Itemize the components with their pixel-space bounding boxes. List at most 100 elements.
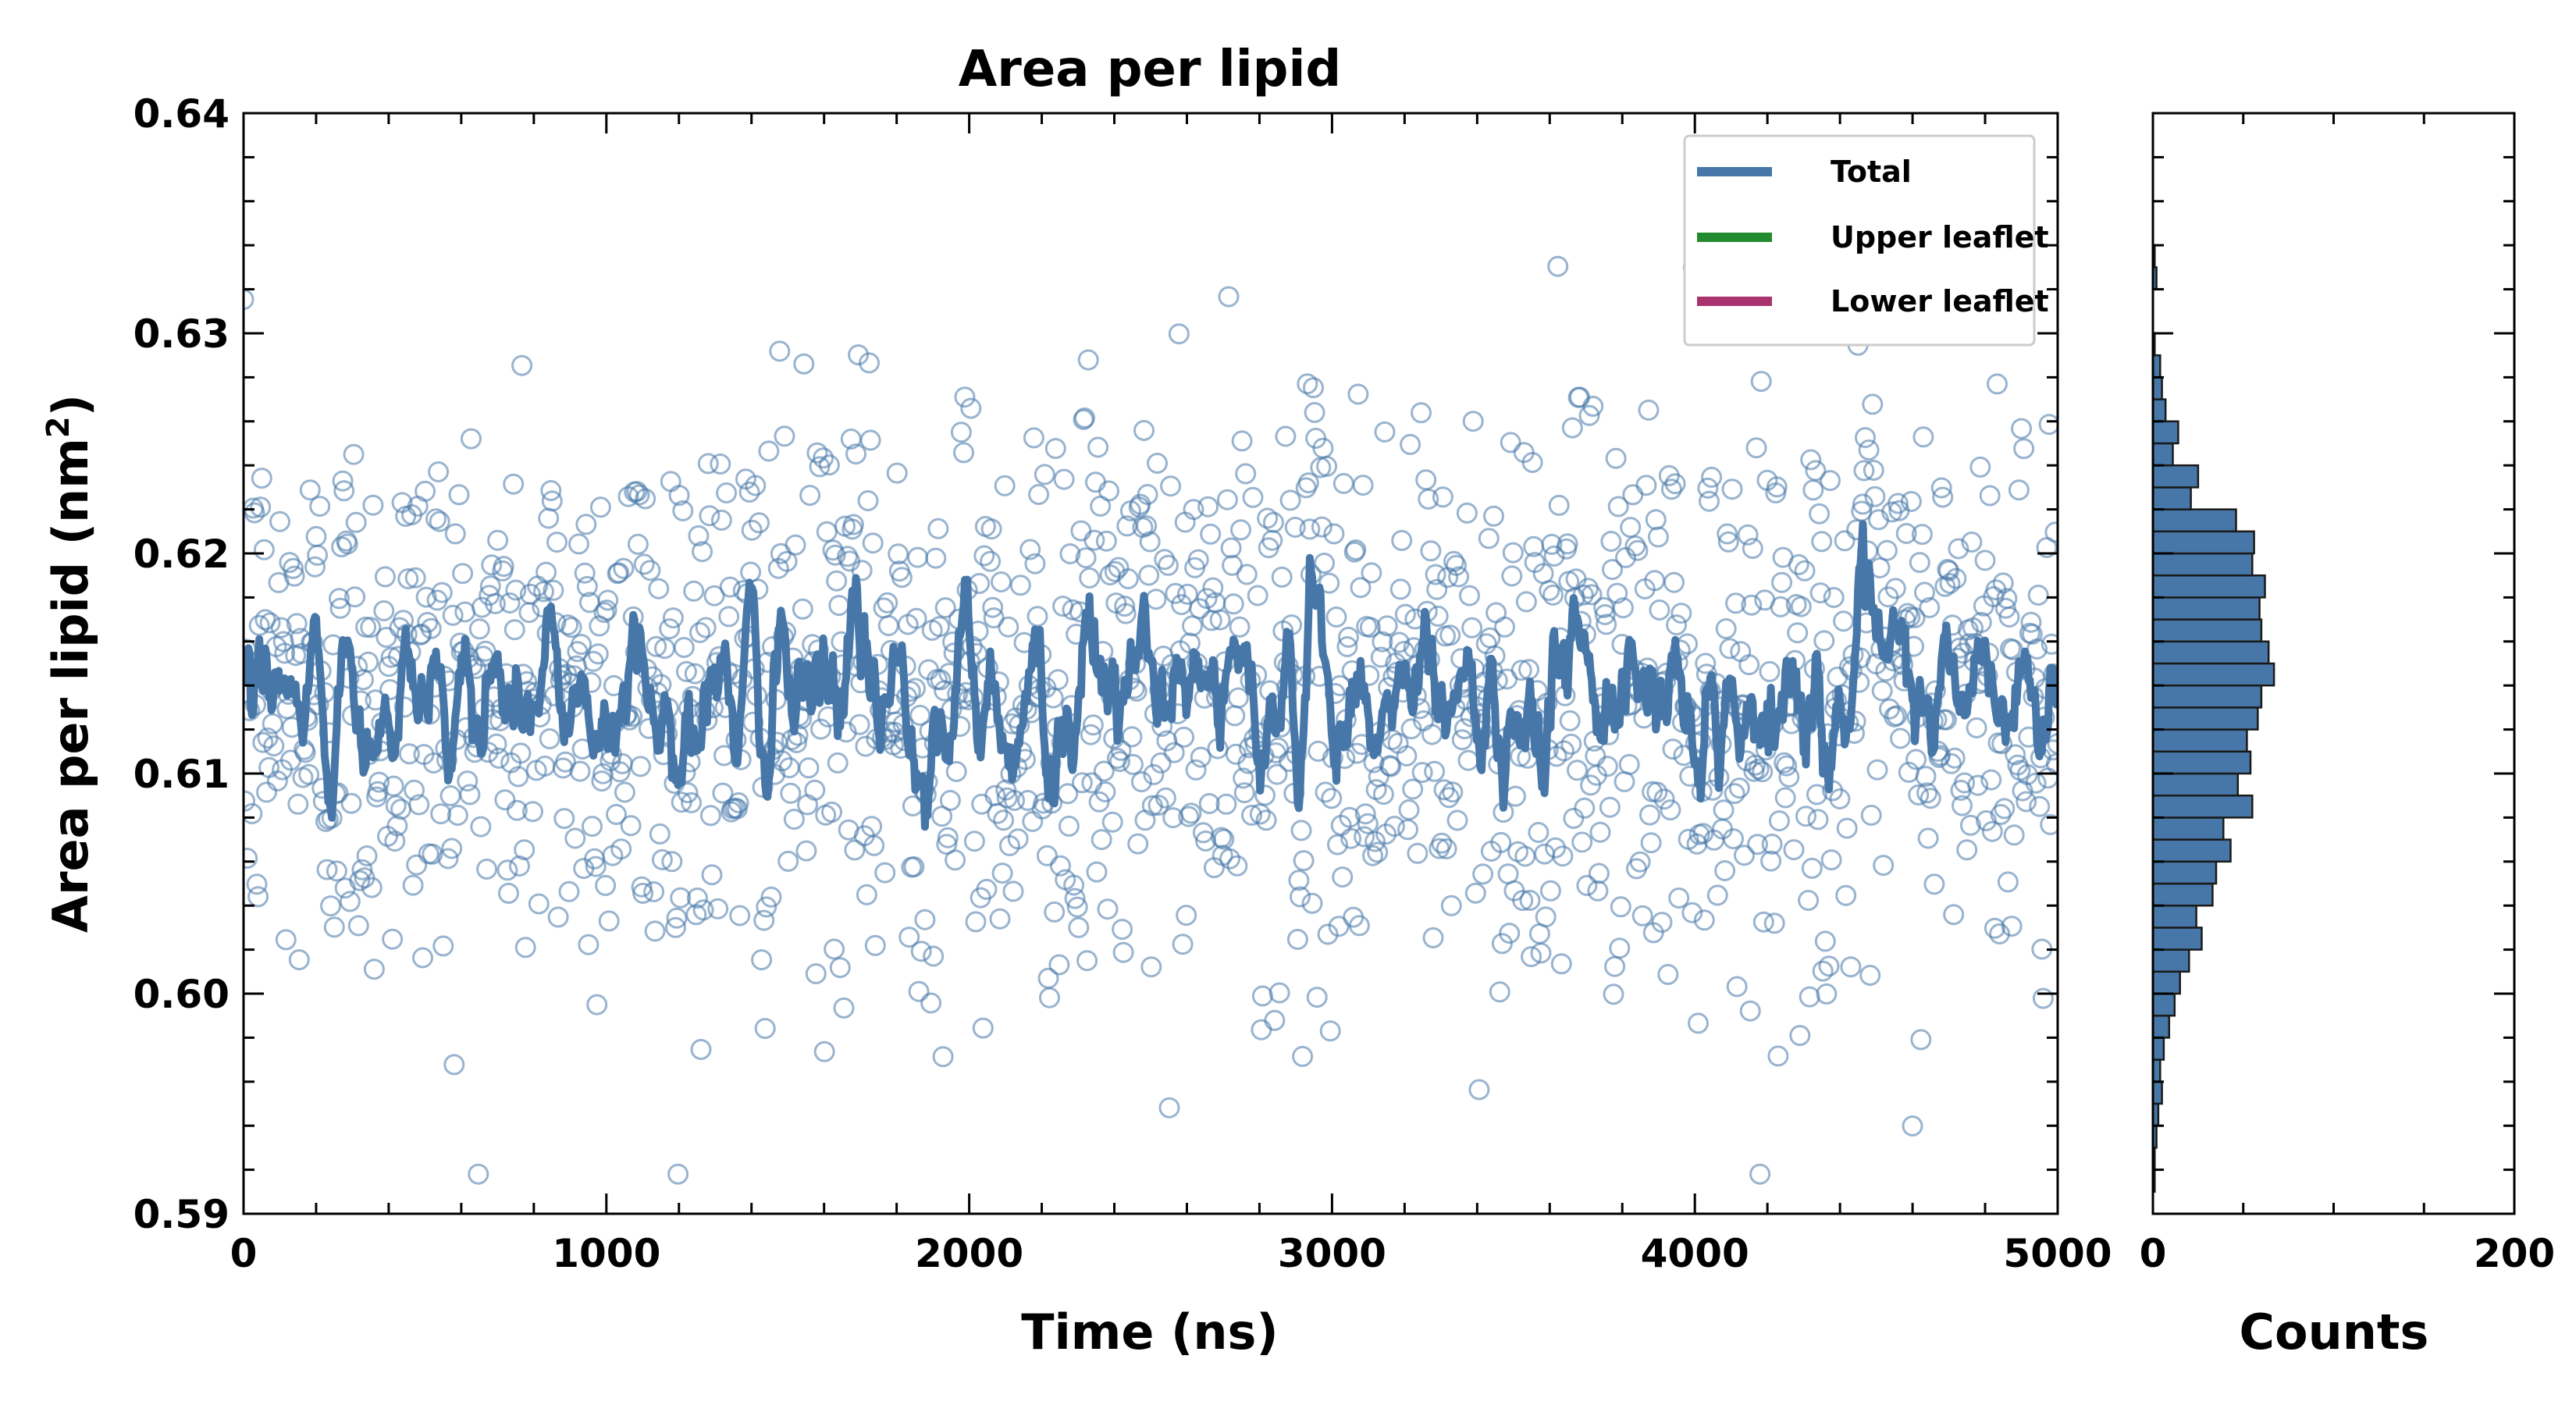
data-point: [339, 891, 361, 912]
data-point: [675, 660, 697, 682]
data-point: [1472, 863, 1494, 885]
data-point: [1068, 916, 1090, 938]
data-point: [1370, 646, 1392, 668]
data-point: [1835, 884, 1857, 906]
data-point: [275, 929, 297, 951]
data-point: [1339, 806, 1361, 828]
data-point: [1681, 902, 1703, 923]
data-point: [1501, 565, 1523, 587]
main-panel: Area per lipid 0 1000 2000 3000 4000 5000 0.59…: [41, 41, 2112, 1361]
data-point: [1664, 473, 1686, 495]
data-point: [1651, 912, 1673, 934]
data-point: [945, 761, 967, 782]
hist-x-tick-label: 200: [2474, 1231, 2555, 1276]
data-point: [1909, 552, 1930, 574]
data-point: [1774, 752, 1795, 774]
data-point: [1596, 614, 1617, 635]
data-point: [627, 533, 649, 555]
data-point: [503, 619, 525, 641]
data-point: [1422, 927, 1444, 948]
data-point: [1855, 427, 1876, 449]
data-point: [684, 663, 706, 685]
data-point: [1140, 956, 1162, 978]
data-point: [398, 743, 420, 765]
data-point: [1231, 430, 1253, 452]
data-point: [1660, 799, 1681, 821]
data-point: [877, 592, 898, 614]
histogram-bar: [2153, 794, 2254, 819]
data-point: [813, 1040, 835, 1062]
data-point: [1347, 383, 1369, 405]
data-point: [1917, 827, 1939, 849]
data-point: [252, 731, 274, 753]
histogram-bar: [2153, 728, 2248, 753]
data-point: [994, 475, 1016, 496]
data-point: [1397, 819, 1418, 841]
data-point: [953, 442, 974, 464]
data-point: [689, 621, 710, 643]
data-point: [1952, 795, 1973, 816]
data-point: [1440, 895, 1462, 916]
data-point: [1646, 781, 1668, 803]
data-point: [1004, 790, 1026, 811]
y-tick-label: 0.60: [133, 972, 229, 1017]
data-point: [648, 578, 670, 599]
data-point: [1288, 870, 1310, 891]
data-point: [251, 468, 272, 489]
data-point: [1216, 489, 1238, 510]
data-point: [2008, 479, 2030, 501]
data-point: [1750, 371, 1772, 393]
main-axes-frame: [242, 112, 2059, 1215]
data-point: [1852, 493, 1873, 515]
data-point: [862, 532, 884, 554]
data-point: [1829, 788, 1851, 809]
data-point: [1314, 553, 1335, 574]
data-point: [738, 481, 760, 503]
data-point: [1293, 850, 1315, 872]
data-point: [1115, 603, 1137, 624]
data-point: [471, 596, 493, 618]
data-point: [288, 949, 310, 971]
data-point: [716, 482, 738, 503]
data-point: [1172, 934, 1194, 955]
data-point: [1535, 906, 1557, 928]
data-point: [1082, 714, 1104, 736]
data-point: [1905, 749, 1927, 770]
data-point: [692, 541, 713, 563]
data-point: [1914, 582, 1935, 603]
data-point: [1091, 829, 1112, 851]
data-point: [1411, 762, 1433, 784]
data-point: [1462, 411, 1484, 432]
data-point: [1490, 831, 1512, 853]
data-point: [692, 899, 714, 921]
data-point: [250, 496, 272, 518]
data-point: [1266, 763, 1288, 785]
data-point: [1788, 553, 1809, 575]
data-point: [703, 585, 725, 606]
data-point: [1461, 617, 1483, 638]
histogram-bar: [2153, 486, 2192, 510]
data-point: [1114, 596, 1136, 617]
data-point: [987, 802, 1009, 824]
data-point: [630, 756, 651, 777]
data-point: [344, 586, 366, 608]
data-point: [1649, 599, 1670, 621]
x-tick-label: 0: [230, 1231, 258, 1276]
data-point: [1457, 749, 1479, 771]
data-point: [960, 397, 982, 419]
data-point: [1932, 486, 1954, 508]
data-point: [593, 602, 615, 624]
data-point: [1610, 896, 1631, 918]
data-point: [1748, 758, 1770, 780]
data-point: [1158, 1097, 1180, 1119]
data-point: [939, 790, 961, 811]
data-point: [444, 523, 466, 545]
legend-label-upper-leaflet: Upper leaflet: [1831, 220, 2049, 254]
data-point: [1436, 838, 1457, 859]
data-point: [859, 352, 880, 374]
data-point: [1614, 770, 1635, 792]
y-axis-label: Area per lipid (nm2): [41, 394, 99, 933]
data-point: [368, 771, 390, 793]
data-point: [345, 511, 367, 533]
